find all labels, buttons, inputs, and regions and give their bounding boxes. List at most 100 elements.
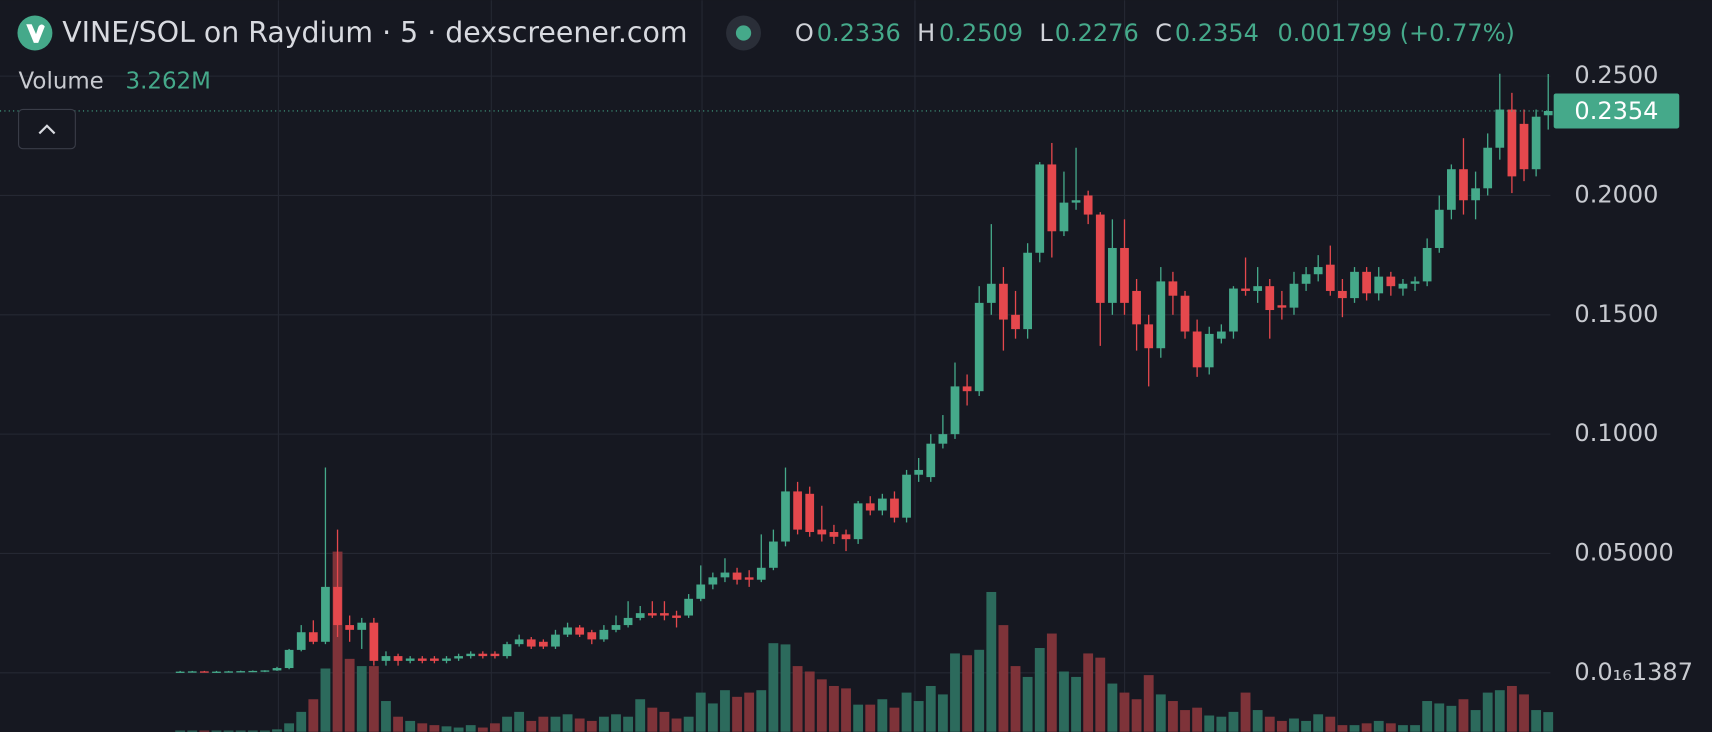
candle-body xyxy=(393,656,403,661)
volume-bar xyxy=(368,666,379,732)
candle-body xyxy=(1204,333,1214,368)
volume-bar xyxy=(1531,710,1542,732)
volume-bar xyxy=(1204,715,1215,732)
candle-body xyxy=(1325,264,1335,291)
candle-body xyxy=(502,644,512,657)
volume-bar xyxy=(441,726,452,732)
volume-bar xyxy=(1095,657,1106,732)
volume-bar xyxy=(925,685,936,732)
volume-bar xyxy=(1301,720,1312,732)
volume-bar xyxy=(962,655,973,732)
volume-value: 3.262M xyxy=(126,69,211,95)
volume-bar xyxy=(417,723,428,732)
candle-body xyxy=(841,534,851,540)
candle-body xyxy=(974,302,984,392)
candle-body xyxy=(769,541,778,568)
chevron-icon xyxy=(38,124,56,135)
y-tick-label: 0.1000 xyxy=(1574,419,1658,447)
volume-bar xyxy=(829,685,839,732)
candle-body xyxy=(1374,276,1384,294)
candle-body xyxy=(1168,281,1178,296)
candle-body xyxy=(260,670,270,672)
candle-body xyxy=(551,634,560,647)
candle-body xyxy=(1483,147,1493,189)
candle-body xyxy=(817,529,827,535)
candle-body xyxy=(1229,288,1238,332)
candle-body xyxy=(926,443,936,478)
volume-bar xyxy=(1289,718,1299,732)
volume-bar xyxy=(1446,705,1457,732)
volume-bar xyxy=(1167,701,1178,732)
volume-bar xyxy=(913,701,924,732)
candle-body xyxy=(1495,109,1505,148)
volume-bar xyxy=(1192,707,1203,732)
volume-bar xyxy=(1071,676,1081,732)
candle-body xyxy=(660,613,669,616)
volume-bar xyxy=(272,729,282,732)
candle-body xyxy=(647,613,657,616)
volume-bar xyxy=(937,694,948,732)
candle-body xyxy=(1398,283,1408,289)
volume-bar xyxy=(405,720,416,732)
volume-bar xyxy=(574,718,585,732)
volume-bar xyxy=(1119,692,1130,732)
candle-body xyxy=(175,671,185,673)
volume-bar xyxy=(332,551,343,732)
candle-body xyxy=(635,613,645,618)
candle-body xyxy=(1277,305,1287,308)
candle-body xyxy=(1338,290,1347,299)
volume-bar xyxy=(199,730,210,732)
candle-body xyxy=(623,617,633,626)
candle-body xyxy=(212,671,221,673)
candle-body xyxy=(1422,247,1432,282)
candle-body xyxy=(890,498,899,518)
candle-body xyxy=(1059,202,1069,232)
volume-bar xyxy=(465,725,476,732)
volume-bar xyxy=(611,714,621,732)
volume-bar xyxy=(1349,725,1360,732)
volume-bar xyxy=(477,727,488,732)
volume-bar xyxy=(635,699,646,732)
volume-bar xyxy=(792,666,803,732)
candle-body xyxy=(744,577,754,580)
volume-bar xyxy=(562,714,573,732)
volume-bar xyxy=(1398,725,1408,732)
volume-bar xyxy=(1325,716,1336,732)
ohlc-value: 0.2354 xyxy=(1175,19,1259,47)
candle-body xyxy=(1083,195,1093,215)
candle-body xyxy=(938,434,948,444)
candle-body xyxy=(1241,288,1250,291)
volume-bar xyxy=(538,716,549,732)
y-tick-label: 0.2500 xyxy=(1574,61,1658,89)
collapse-button[interactable] xyxy=(18,108,76,150)
volume-bar xyxy=(1494,690,1505,732)
candle-body xyxy=(1265,286,1275,311)
volume-bar xyxy=(175,730,186,732)
ohlc-key: H xyxy=(917,19,935,47)
candle-body xyxy=(1216,331,1226,339)
y-tick-label: 0.2000 xyxy=(1574,180,1658,208)
candle-body xyxy=(1253,286,1263,291)
volume-bar xyxy=(1506,685,1517,732)
ohlc-legend: O 0.2336 H 0.2509 L 0.2276 C 0.2354 xyxy=(795,19,1259,47)
volume-bar xyxy=(1083,653,1094,732)
candle-body xyxy=(575,627,585,635)
volume-bar xyxy=(1313,714,1324,732)
y-tick-label: 0.0₁₆1387 xyxy=(1574,658,1693,686)
header: VINE/SOL on Raydium · 5 · dexscreener.co… xyxy=(17,15,1515,150)
volume-bar xyxy=(683,716,694,732)
candle-body xyxy=(1180,295,1190,332)
volume-bar xyxy=(247,730,258,732)
candle-body xyxy=(999,283,1008,320)
volume-bar xyxy=(998,625,1009,732)
candle-body xyxy=(248,670,258,673)
candle-body xyxy=(865,503,875,511)
candle-body xyxy=(538,641,548,647)
candle-body xyxy=(272,668,282,671)
volume-bar xyxy=(1059,671,1069,732)
candle-body xyxy=(417,658,427,661)
candle-body xyxy=(1350,271,1359,299)
volume-bar xyxy=(695,692,706,732)
volume-bar xyxy=(514,711,525,732)
